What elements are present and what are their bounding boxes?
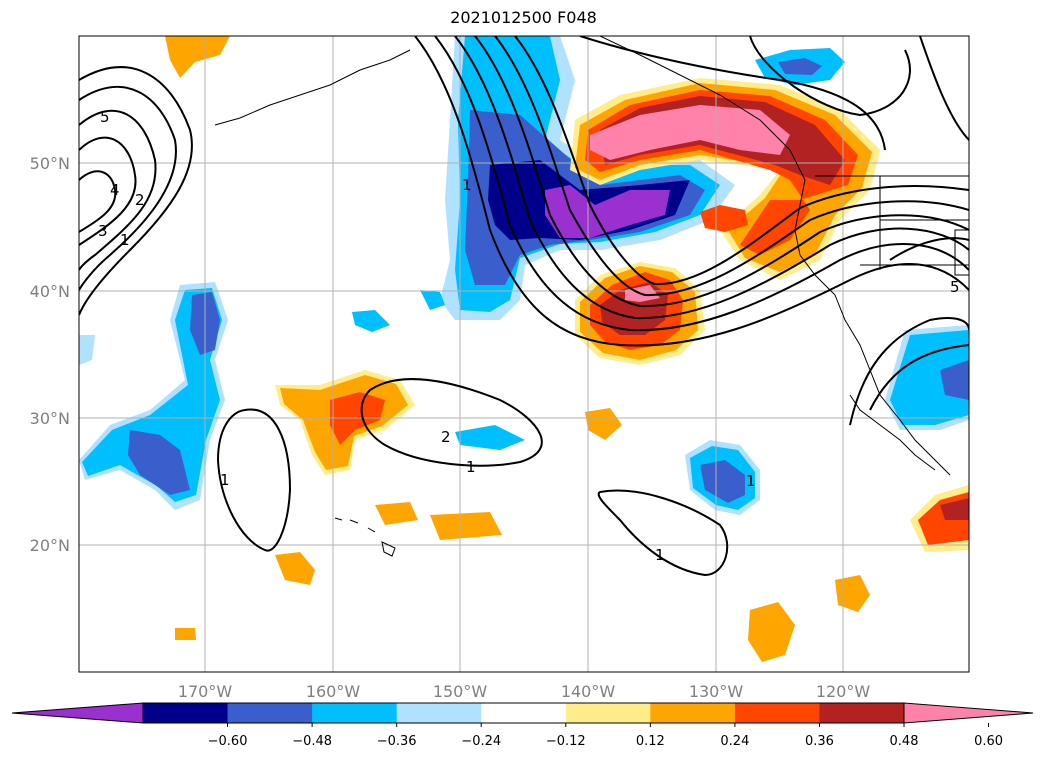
contour-label: 5: [950, 278, 960, 296]
colorbar-segment: [566, 703, 651, 723]
colorbar-tick-label: −0.48: [292, 734, 332, 749]
colorbar-segment: [228, 703, 313, 723]
positive-blob-7: [748, 602, 795, 662]
positive-blob-5: [585, 408, 622, 440]
colorbar-tick-label: 0.24: [720, 734, 749, 749]
negative-blob-2: [455, 425, 525, 450]
contour-label: 1: [655, 546, 665, 564]
negative-blob-4: [79, 335, 95, 365]
positive-blob-4: [430, 512, 502, 540]
contour-label: 4: [110, 181, 120, 199]
colorbar-segment: [143, 703, 228, 723]
contour-label: 1: [220, 471, 230, 489]
contour-2: [79, 87, 176, 290]
colorbar-segment: [650, 703, 735, 723]
contour-label: 2: [135, 191, 145, 209]
contour-label: 1: [466, 458, 476, 476]
contour-label: 2: [441, 428, 451, 446]
lon-label-120w: 120°W: [816, 682, 871, 701]
contour-label: 1: [746, 472, 756, 490]
colorbar-tick-label: 0.36: [805, 734, 834, 749]
positive-blob-6: [835, 575, 870, 612]
lat-label-30n: 30°N: [30, 409, 70, 428]
lon-label-160w: 160°W: [306, 682, 361, 701]
lon-label-140w: 140°W: [561, 682, 616, 701]
negative-blob-1: [352, 310, 390, 332]
colorbar-tick-label: 0.48: [890, 734, 919, 749]
positive-blob-2: [275, 552, 315, 585]
lat-label-40n: 40°N: [30, 282, 70, 301]
latitude-labels: 50°N 40°N 30°N 20°N: [30, 154, 70, 555]
negative-blob-3: [420, 290, 445, 310]
lat-label-20n: 20°N: [30, 536, 70, 555]
positive-blob-8: [175, 628, 196, 640]
lat-label-50n: 50°N: [30, 154, 70, 173]
lon-label-130w: 130°W: [689, 682, 744, 701]
positive-blob-1: [165, 36, 230, 78]
shaded-field: [79, 36, 969, 662]
coastline-islands: [215, 50, 410, 125]
lon-label-170w: 170°W: [178, 682, 233, 701]
contour-label: 5: [100, 108, 110, 126]
colorbar-segment: [904, 703, 1033, 723]
colorbar-tick-label: 0.60: [974, 734, 1003, 749]
colorbar-segment: [481, 703, 566, 723]
colorbar-tick-label: −0.12: [546, 734, 586, 749]
contour-upper-right: [920, 36, 969, 140]
colorbar-tick-label: 0.12: [636, 734, 665, 749]
lon-label-150w: 150°W: [433, 682, 488, 701]
colorbar-segment: [12, 703, 143, 723]
contour-label: 3: [98, 222, 108, 240]
contour-label: 1: [120, 231, 130, 249]
colorbar-tick-label: −0.36: [377, 734, 417, 749]
contour-label: 1: [462, 176, 472, 194]
colorbar-segment: [819, 703, 904, 723]
colorbar: −0.60 −0.48 −0.36 −0.24 −0.12 0.12 0.24 0.36 0.4…: [12, 703, 1033, 749]
colorbar-segment: [397, 703, 482, 723]
positive-blob-3: [375, 502, 418, 525]
longitude-labels: 170°W 160°W 150°W 140°W 130°W 120°W: [178, 682, 871, 701]
colorbar-tick-label: −0.60: [208, 734, 248, 749]
colorbar-segment: [312, 703, 397, 723]
colorbar-segment: [735, 703, 820, 723]
colorbar-tick-label: −0.24: [461, 734, 501, 749]
